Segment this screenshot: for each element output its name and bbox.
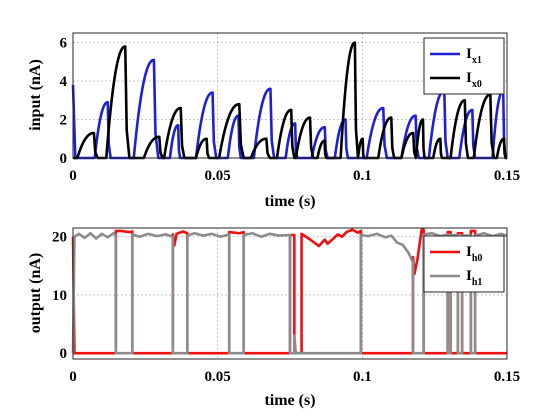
output-tick-labels: 0 0.05 0.1 0.15 0 10 20	[52, 230, 520, 385]
x-tick-label: 0.05	[205, 168, 231, 184]
input-x-axis-title: time (s)	[264, 193, 315, 210]
input-y-axis-title: input (nA)	[27, 59, 44, 131]
legend-label-sub: h1	[472, 277, 483, 288]
y-tick-label: 6	[60, 36, 68, 52]
input-panel: 0 0.05 0.1 0.15 0 2 4 6 time (s) input (nA) Ix1…	[27, 32, 521, 210]
legend-label-main: I	[466, 46, 472, 62]
legend-label-x1: Ix1	[466, 46, 482, 66]
y-tick-label: 4	[60, 74, 68, 90]
legend-label-main: I	[466, 70, 472, 86]
legend-label-h0: Ih0	[466, 244, 482, 264]
y-tick-label: 20	[52, 230, 67, 246]
x-tick-label: 0	[69, 168, 77, 184]
input-axes-frame	[72, 32, 508, 159]
x-tick-label: 0.05	[205, 369, 231, 385]
output-panel: 0 0.05 0.1 0.15 0 10 20 time (s) output (nA) I…	[27, 227, 520, 409]
x-tick-label: 0.15	[494, 168, 520, 184]
series-line-h1	[71, 231, 508, 355]
legend-label-h1: Ih1	[466, 268, 482, 288]
y-tick-label: 2	[60, 113, 68, 129]
x-tick-label: 0	[69, 369, 77, 385]
x-tick-label: 0.1	[353, 369, 372, 385]
legend-label-main: I	[466, 244, 472, 260]
output-y-axis-title: output (nA)	[27, 253, 44, 333]
series-line-x0	[73, 41, 507, 160]
output-series	[71, 228, 508, 355]
legend-label-main: I	[466, 268, 472, 284]
output-axes-frame	[72, 227, 508, 360]
y-tick-label: 0	[60, 346, 68, 362]
legend-label-sub: h0	[472, 253, 483, 264]
legend-box	[423, 37, 505, 95]
input-tick-labels: 0 0.05 0.1 0.15 0 2 4 6	[60, 36, 521, 184]
x-tick-label: 0.15	[494, 369, 520, 385]
legend-label-x0: Ix0	[466, 70, 482, 90]
legend-label-sub: x1	[472, 55, 482, 66]
x-tick-label: 0.1	[353, 168, 372, 184]
y-tick-label: 0	[60, 151, 68, 167]
y-tick-label: 10	[52, 288, 67, 304]
output-x-axis-title: time (s)	[264, 392, 315, 409]
legend-box	[423, 235, 505, 293]
legend-label-sub: x0	[472, 79, 482, 90]
